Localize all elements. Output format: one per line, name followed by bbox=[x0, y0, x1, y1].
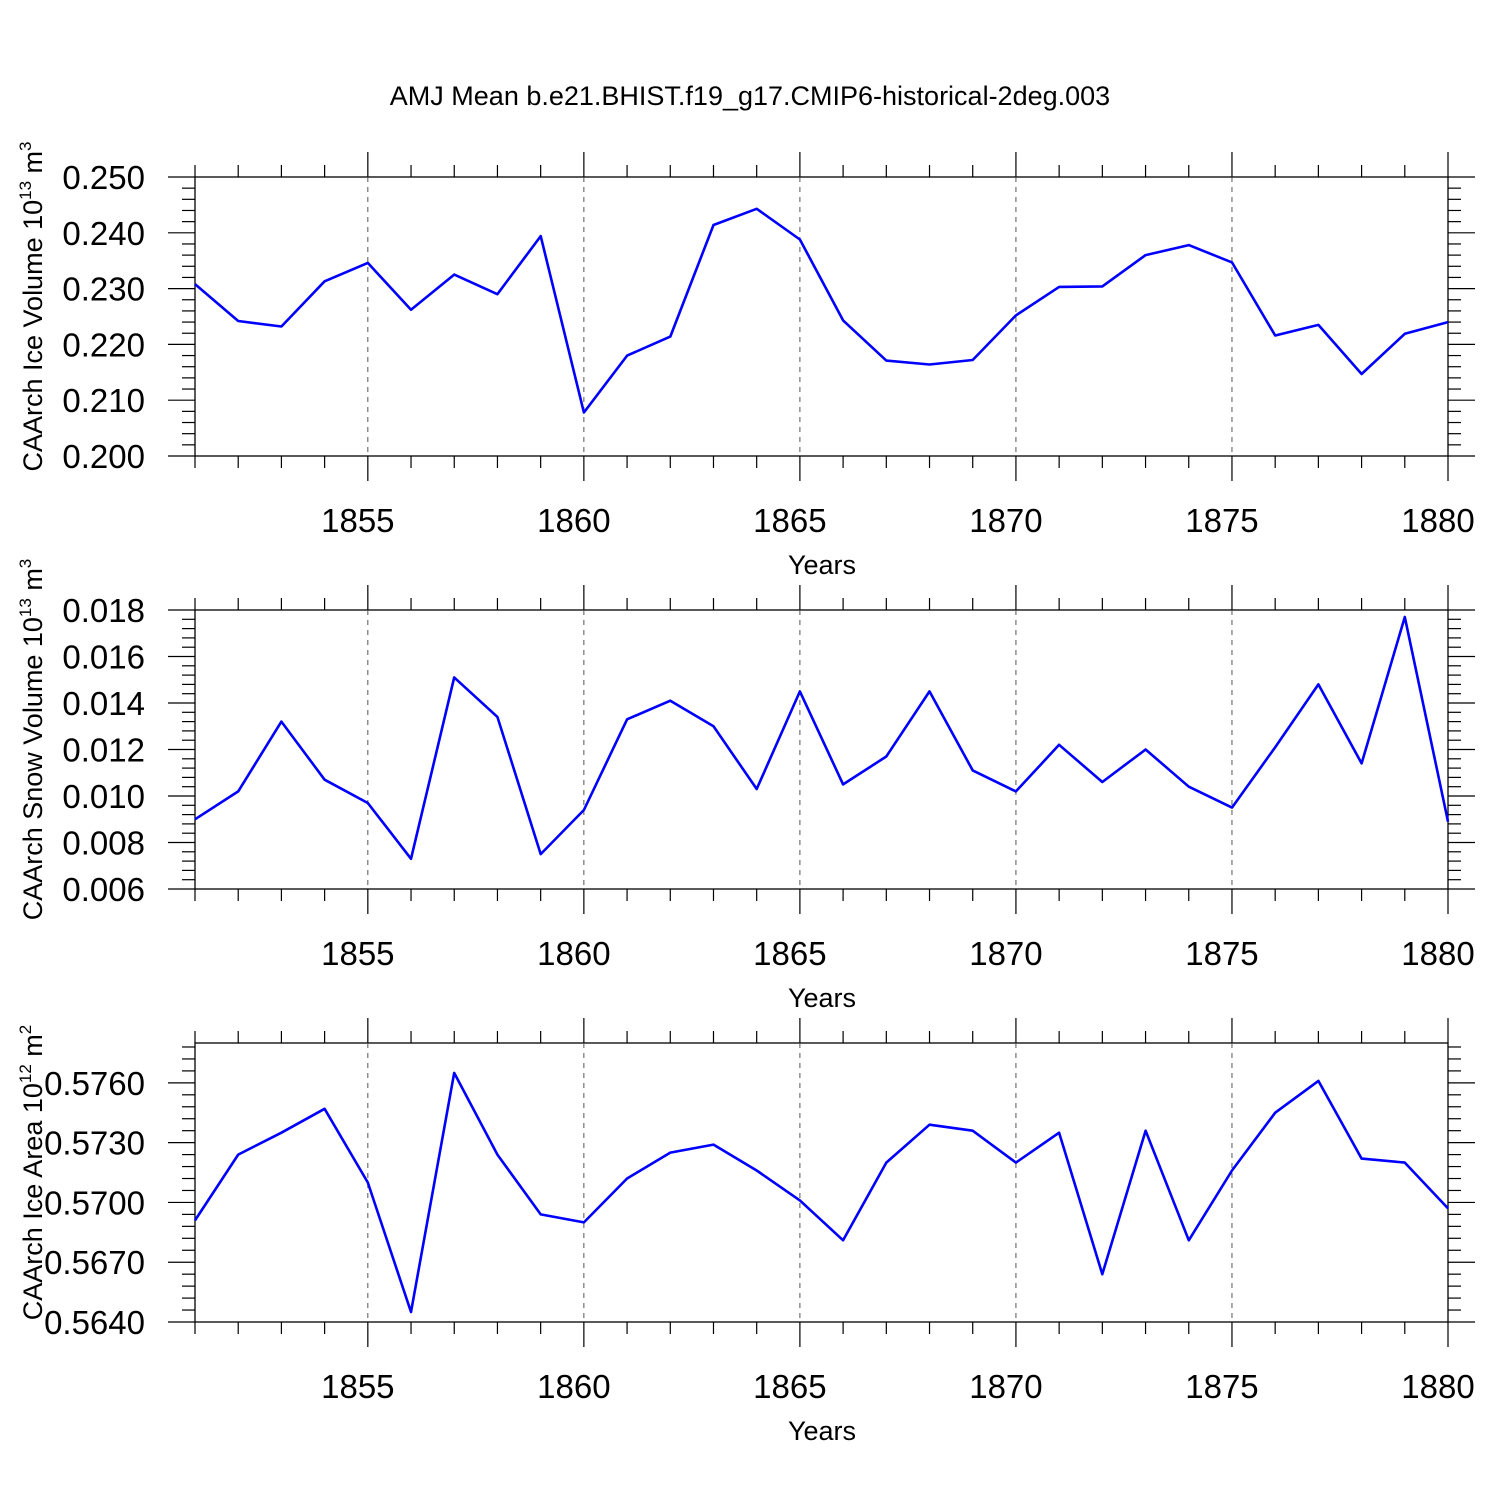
chart-ice-volume-ytick-label: 0.200 bbox=[62, 438, 145, 475]
chart-ice-area-ytick-label: 0.5700 bbox=[44, 1184, 145, 1221]
chart-ice-volume-ytick-label: 0.220 bbox=[62, 326, 145, 363]
ylabel-superscript: 3 bbox=[16, 559, 35, 568]
chart-ice-volume-xtick-label: 1880 bbox=[1401, 502, 1474, 539]
chart-ice-volume-ylabel: CAArch Ice Volume 1013 m3 bbox=[16, 141, 48, 471]
chart-ice-area-xtick-label: 1875 bbox=[1185, 1368, 1258, 1405]
chart-ice-volume-ytick-label: 0.210 bbox=[62, 382, 145, 419]
chart-ice-area-ytick-label: 0.5760 bbox=[44, 1065, 145, 1102]
ylabel-superscript: 13 bbox=[16, 598, 35, 617]
ylabel-superscript: 12 bbox=[16, 1064, 35, 1083]
chart-ice-volume-panel: 1855 1860 1865 1870 1875 1880 0.200 0.210 0.220 0… bbox=[16, 141, 1475, 580]
chart-ice-area-xtick-label: 1870 bbox=[969, 1368, 1042, 1405]
ylabel-text: CAArch Ice Area 10 bbox=[18, 1083, 48, 1320]
chart-snow-volume-ytick-label: 0.014 bbox=[62, 685, 145, 722]
chart-snow-volume-ylabel: CAArch Snow Volume 1013 m3 bbox=[16, 559, 48, 921]
chart-ice-volume-ytick-label: 0.250 bbox=[62, 159, 145, 196]
chart-ice-area-xtick-label: 1880 bbox=[1401, 1368, 1474, 1405]
chart-ice-area-frame bbox=[194, 1042, 1449, 1323]
ylabel-text: CAArch Snow Volume 10 bbox=[18, 617, 48, 920]
chart-snow-volume-ytick-label: 0.012 bbox=[62, 732, 145, 769]
chart-snow-volume-ytick-label: 0.008 bbox=[62, 825, 145, 862]
ylabel-text: m bbox=[18, 568, 48, 598]
chart-ice-volume-ytick-label: 0.240 bbox=[62, 215, 145, 252]
chart-ice-area-xtick-label: 1855 bbox=[321, 1368, 394, 1405]
chart-ice-volume-frame bbox=[194, 176, 1449, 457]
chart-ice-volume-series-line bbox=[194, 207, 1449, 414]
chart-snow-volume-panel: 1855 1860 1865 1870 1875 1880 0.006 0.008 0.010 0… bbox=[16, 559, 1475, 1013]
chart-snow-volume-xlabel: Years bbox=[788, 983, 856, 1013]
chart-snow-volume-xtick-label: 1865 bbox=[753, 935, 826, 972]
chart-ice-area-ytick-label: 0.5730 bbox=[44, 1125, 145, 1162]
chart-ice-volume-xtick-label: 1865 bbox=[753, 502, 826, 539]
chart-snow-volume-frame bbox=[194, 609, 1449, 890]
chart-ice-volume-xtick-label: 1870 bbox=[969, 502, 1042, 539]
chart-snow-volume-xtick-label: 1875 bbox=[1185, 935, 1258, 972]
chart-ice-area-ylabel: CAArch Ice Area 1012 m2 bbox=[16, 1025, 48, 1321]
ylabel-text: m bbox=[18, 151, 48, 181]
chart-snow-volume-xtick-label: 1880 bbox=[1401, 935, 1474, 972]
ylabel-text: CAArch Ice Volume 10 bbox=[18, 200, 48, 472]
ylabel-superscript: 13 bbox=[16, 181, 35, 200]
chart-snow-volume-xtick-label: 1860 bbox=[537, 935, 610, 972]
chart-ice-volume-xtick-label: 1860 bbox=[537, 502, 610, 539]
chart-ice-volume-xtick-label: 1875 bbox=[1185, 502, 1258, 539]
chart-snow-volume-ytick-label: 0.018 bbox=[62, 592, 145, 629]
chart-snow-volume-ytick-label: 0.006 bbox=[62, 871, 145, 908]
chart-snow-volume-xtick-label: 1870 bbox=[969, 935, 1042, 972]
ylabel-text: m bbox=[18, 1034, 48, 1064]
chart-snow-volume-ytick-label: 0.016 bbox=[62, 639, 145, 676]
chart-ice-area-xtick-label: 1860 bbox=[537, 1368, 610, 1405]
chart-snow-volume-ytick-label: 0.010 bbox=[62, 778, 145, 815]
chart-ice-area-xlabel: Years bbox=[788, 1416, 856, 1446]
chart-ice-area-series-line bbox=[193, 1071, 1449, 1314]
chart-snow-volume-xtick-label: 1855 bbox=[321, 935, 394, 972]
chart-ice-area-panel: 1855 1860 1865 1870 1875 1880 0.5640 0.5670 0.57… bbox=[16, 1018, 1475, 1446]
chart-ice-volume-xlabel: Years bbox=[788, 550, 856, 580]
chart-ice-volume-ytick-label: 0.230 bbox=[62, 271, 145, 308]
chart-ice-area-ytick-label: 0.5640 bbox=[44, 1304, 145, 1341]
ylabel-superscript: 2 bbox=[16, 1025, 35, 1034]
chart-title: AMJ Mean b.e21.BHIST.f19_g17.CMIP6-histo… bbox=[390, 81, 1110, 111]
chart-ice-area-xtick-label: 1865 bbox=[753, 1368, 826, 1405]
chart-ice-volume-xtick-label: 1855 bbox=[321, 502, 394, 539]
chart-ice-area-ytick-label: 0.5670 bbox=[44, 1244, 145, 1281]
chart-snow-volume-series-line bbox=[194, 615, 1450, 861]
ylabel-superscript: 3 bbox=[16, 141, 35, 150]
